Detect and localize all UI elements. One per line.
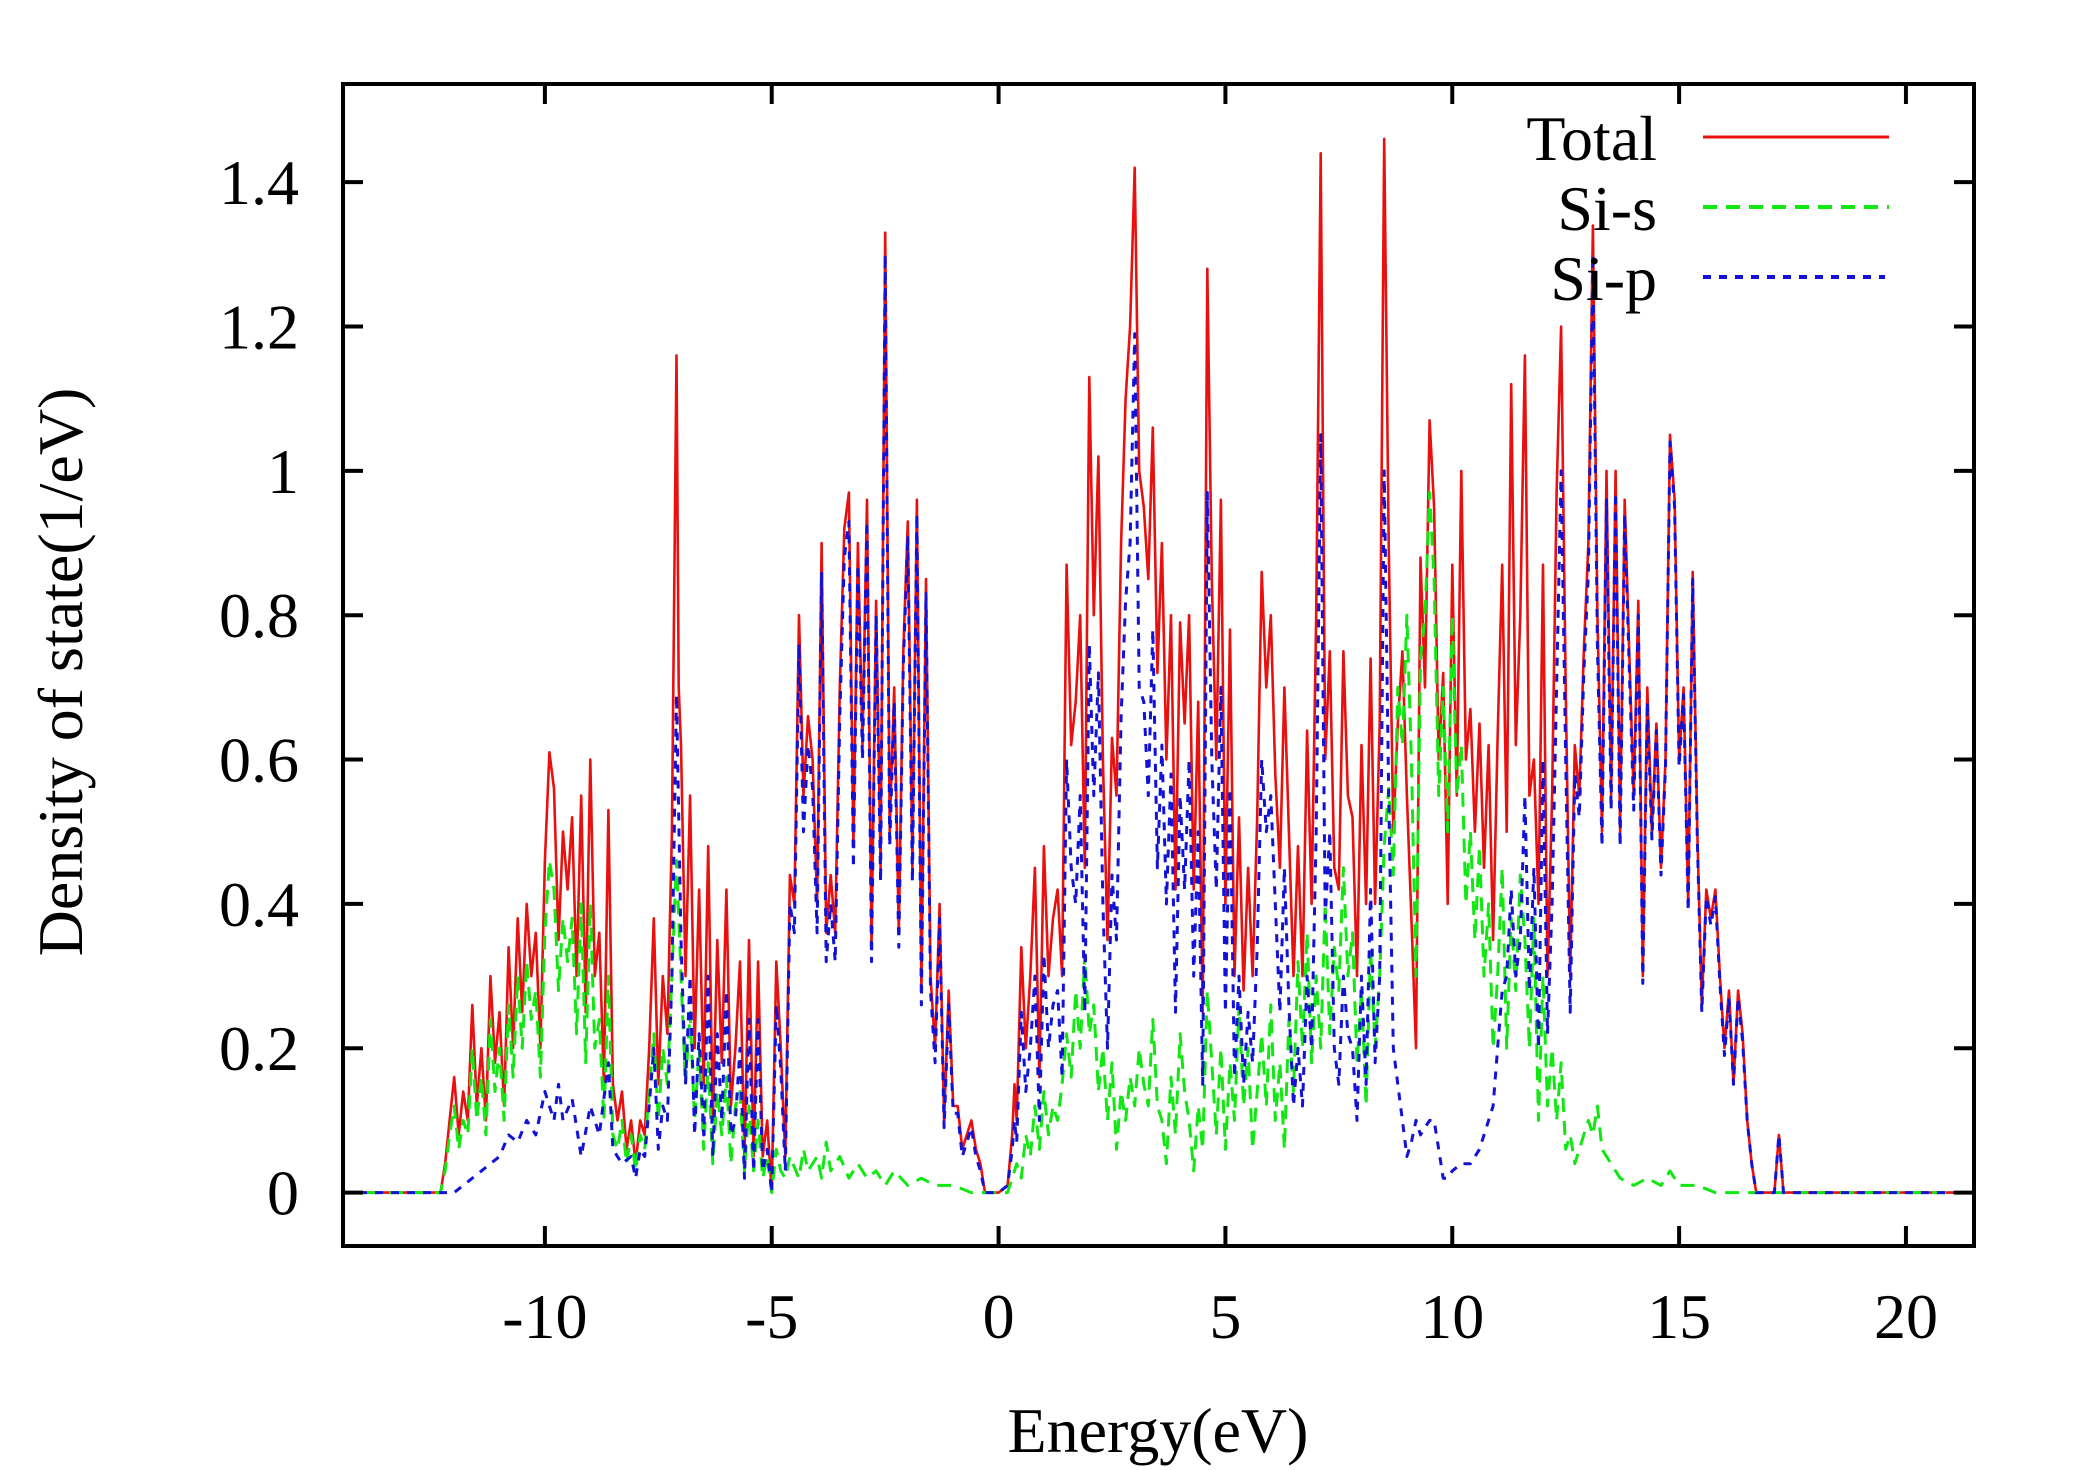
- y-tick-label: 0.4: [219, 869, 299, 940]
- y-tick-label: 1.2: [219, 292, 299, 363]
- y-tick-label: 0: [267, 1158, 299, 1229]
- series-layer: [343, 137, 1974, 1195]
- series-line-si-s: [343, 491, 1974, 1195]
- y-tick-label: 0.6: [219, 725, 299, 796]
- legend-label-si-s: Si-s: [1557, 173, 1657, 244]
- x-tick-label: 5: [1209, 1281, 1241, 1352]
- x-tick-label: 20: [1874, 1281, 1938, 1352]
- y-axis-label: Density of state(1/eV): [25, 388, 96, 957]
- y-tick-label: 1.4: [219, 147, 299, 218]
- x-tick-label: -10: [502, 1281, 587, 1352]
- x-tick-labels: -10 -5 0 5 10 15 20: [502, 1281, 1938, 1352]
- y-tick-label: 0.2: [219, 1013, 299, 1084]
- ticks-layer: [343, 84, 1974, 1246]
- legend-label-total: Total: [1526, 103, 1657, 174]
- series-line-si-p: [343, 252, 1974, 1195]
- y-tick-label: 0.8: [219, 580, 299, 651]
- plot-frame: [341, 82, 1976, 1248]
- legend-label-si-p: Si-p: [1550, 243, 1657, 314]
- y-tick-label: 1: [267, 436, 299, 507]
- x-tick-label: 15: [1647, 1281, 1711, 1352]
- legend: Total Si-s Si-p: [1526, 103, 1889, 314]
- x-tick-label: 0: [983, 1281, 1015, 1352]
- x-axis-label: Energy(eV): [1008, 1395, 1309, 1466]
- series-line-total: [343, 137, 1974, 1194]
- x-tick-label: -5: [745, 1281, 798, 1352]
- x-tick-label: 10: [1420, 1281, 1484, 1352]
- y-tick-labels: 0 0.2 0.4 0.6 0.8 1 1.2 1.4: [219, 147, 299, 1228]
